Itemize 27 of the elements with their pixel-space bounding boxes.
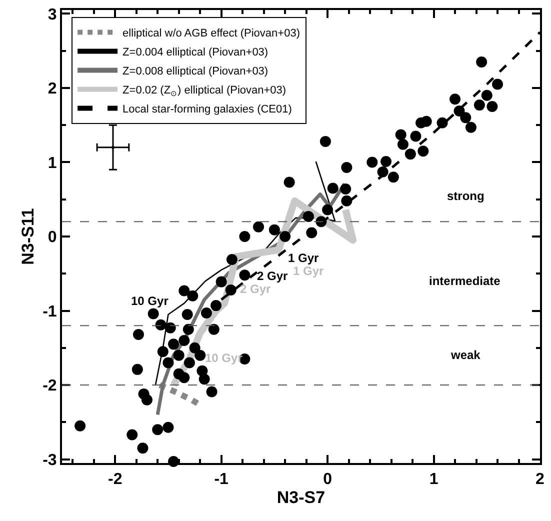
legend-label: Z=0.02 (Z$_{⊙}$) elliptical (Piovan+03) xyxy=(122,84,286,98)
y-tick-label: 3 xyxy=(48,6,57,24)
annotation: 1 Gyr xyxy=(288,251,320,265)
x-tick-label: 0 xyxy=(323,471,332,488)
y-axis-title: N3-S11 xyxy=(18,208,38,265)
annotation: 10 Gyr xyxy=(131,294,169,308)
legend-label: elliptical w/o AGB effect (Piovan+03) xyxy=(122,28,300,40)
legend-label: Z=0.008 elliptical (Piovan+03) xyxy=(122,66,268,78)
annotation: 1 Gyr xyxy=(293,264,324,278)
x-tick-label: 1 xyxy=(429,471,438,488)
legend-label: Local star-forming galaxies (CE01) xyxy=(122,104,292,116)
y-tick-label: 1 xyxy=(48,154,57,172)
annotation: intermediate xyxy=(429,274,501,288)
y-tick-label: 0 xyxy=(48,229,57,246)
y-tick-label: 2 xyxy=(48,80,57,98)
x-tick-label: -1 xyxy=(214,471,229,488)
annotation: 2 Gyr xyxy=(240,282,272,296)
x-tick-label: 2 xyxy=(536,471,545,488)
y-tick-label: -2 xyxy=(42,378,57,395)
legend-label: Z=0.004 elliptical (Piovan+03) xyxy=(122,46,268,59)
x-tick-label: -2 xyxy=(108,471,122,488)
x-axis-title: N3-S7 xyxy=(276,488,326,508)
annotation: strong xyxy=(447,189,484,203)
annotation: weak xyxy=(450,348,481,362)
y-tick-label: -1 xyxy=(42,303,57,320)
annotation: 2 Gyr xyxy=(257,269,288,283)
y-tick-label: -3 xyxy=(42,452,57,469)
